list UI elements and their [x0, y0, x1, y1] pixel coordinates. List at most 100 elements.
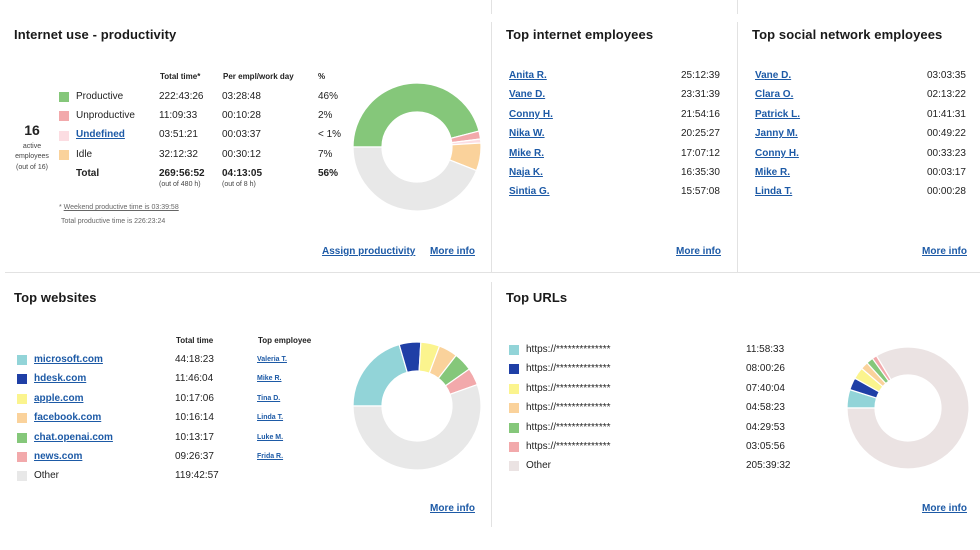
employee-link[interactable]: Janny M.: [755, 128, 798, 140]
undefined-link[interactable]: Undefined: [76, 129, 125, 140]
column-header-pct: %: [318, 72, 326, 81]
employee-time: 00:33:23: [927, 147, 966, 159]
employee-link[interactable]: Patrick L.: [755, 108, 801, 120]
top-employee-link[interactable]: Mike R.: [257, 375, 282, 383]
url-time: 04:29:53: [746, 421, 785, 433]
employee-link[interactable]: Linda T.: [755, 186, 793, 198]
top-employee-link[interactable]: Luke M.: [257, 433, 284, 441]
donut-slice: [352, 146, 478, 212]
website-time: 10:13:17: [175, 431, 214, 443]
url-label: https://**************: [526, 402, 611, 414]
employee-link[interactable]: Naja K.: [509, 167, 543, 178]
website-link[interactable]: apple.com: [34, 392, 84, 404]
row-per: 00:10:28: [222, 110, 261, 121]
employee-link[interactable]: Sintia G.: [509, 186, 550, 198]
website-time: 09:26:37: [175, 451, 214, 462]
column-header-total: Total time*: [160, 72, 201, 81]
url-time: 205:39:32: [746, 460, 791, 472]
urls-donut-chart: [846, 346, 970, 470]
divider: [737, 22, 738, 272]
employee-link[interactable]: Conny H.: [755, 147, 799, 159]
weekend-note-link[interactable]: Weekend productive time is 03:39:58: [63, 204, 179, 211]
employee-time: 23:31:39: [681, 89, 720, 101]
more-info-link[interactable]: More info: [430, 503, 475, 514]
employee-time: 00:03:17: [927, 167, 966, 178]
url-time: 03:05:56: [746, 441, 785, 452]
employee-link[interactable]: Vane D.: [755, 70, 792, 81]
website-time: 119:42:57: [175, 470, 219, 482]
more-info-link[interactable]: More info: [430, 246, 475, 257]
legend-swatch: [17, 413, 27, 424]
employee-link[interactable]: Clara O.: [755, 89, 794, 101]
employee-link[interactable]: Anita R.: [509, 70, 547, 81]
active-label: active: [22, 143, 42, 150]
url-label: https://**************: [526, 382, 611, 394]
website-link[interactable]: facebook.com: [34, 412, 102, 424]
panel-title: Internet use - productivity: [14, 27, 177, 42]
row-label: Productive: [76, 91, 124, 102]
employee-link[interactable]: Mike R.: [509, 147, 545, 159]
more-info-link[interactable]: More info: [676, 246, 721, 257]
divider: [491, 0, 492, 14]
more-info-link[interactable]: More info: [922, 503, 967, 514]
more-info-link[interactable]: More info: [922, 246, 967, 257]
employee-time: 25:12:39: [681, 70, 720, 81]
website-label: Other: [34, 470, 60, 482]
legend-swatch: [17, 452, 27, 462]
top-employee-link[interactable]: Frida R.: [257, 453, 284, 460]
row-per: 00:03:37: [222, 129, 261, 140]
website-time: 10:17:06: [175, 392, 214, 404]
website-link[interactable]: microsoft.com: [34, 354, 103, 365]
divider: [737, 0, 738, 14]
employee-time: 15:57:08: [681, 186, 720, 198]
employee-link[interactable]: Nika W.: [509, 128, 545, 140]
employee-time: 00:49:22: [927, 128, 966, 140]
employee-time: 20:25:27: [681, 128, 720, 140]
employee-link[interactable]: Vane D.: [509, 89, 546, 101]
website-time: 10:16:14: [175, 412, 214, 424]
total-per: 04:13:05: [222, 168, 263, 179]
assign-productivity-link[interactable]: Assign productivity: [322, 246, 416, 257]
legend-swatch: [509, 345, 519, 355]
website-link[interactable]: hdesk.com: [34, 373, 87, 385]
panel-title: Top social network employees: [752, 27, 943, 42]
url-label: Other: [526, 460, 552, 472]
divider: [491, 282, 492, 527]
top-employee-link[interactable]: Valeria T.: [257, 356, 287, 363]
row-per: 00:30:12: [222, 149, 261, 160]
legend-swatch: [59, 111, 69, 121]
url-time: 07:40:04: [746, 382, 785, 394]
productivity-donut-chart: [352, 82, 482, 212]
website-time: 44:18:23: [175, 354, 214, 365]
employee-time: 02:13:22: [927, 89, 966, 101]
url-label: https://**************: [526, 363, 611, 375]
url-label: https://**************: [526, 421, 611, 433]
total-time: 269:56:52: [159, 168, 205, 179]
divider: [5, 272, 980, 273]
employee-time: 00:00:28: [927, 186, 966, 198]
total-productive-note: Total productive time is 226:23:24: [61, 218, 166, 225]
active-count: 16: [24, 122, 40, 138]
active-label: (out of 16): [16, 164, 48, 171]
legend-swatch: [509, 422, 519, 433]
employee-link[interactable]: Conny H.: [509, 108, 553, 120]
top-employee-link[interactable]: Linda T.: [257, 414, 284, 422]
employee-link[interactable]: Mike R.: [755, 167, 791, 178]
website-link[interactable]: news.com: [34, 451, 83, 462]
employee-time: 21:54:16: [681, 108, 720, 120]
legend-swatch: [17, 393, 27, 404]
url-time: 08:00:26: [746, 363, 785, 375]
legend-swatch: [509, 403, 519, 414]
row-total: 11:09:33: [159, 110, 198, 121]
legend-swatch: [17, 374, 27, 385]
employee-time: 17:07:12: [681, 147, 720, 159]
row-pct: < 1%: [318, 129, 342, 140]
website-link[interactable]: chat.openai.com: [34, 431, 113, 443]
divider: [491, 22, 492, 272]
total-pct: 56%: [318, 168, 339, 179]
websites-donut-chart: [352, 341, 482, 471]
total-label: Total: [76, 168, 100, 179]
row-total: 32:12:32: [159, 149, 198, 160]
donut-slice: [846, 346, 970, 470]
top-employee-link[interactable]: Tina D.: [257, 394, 281, 402]
